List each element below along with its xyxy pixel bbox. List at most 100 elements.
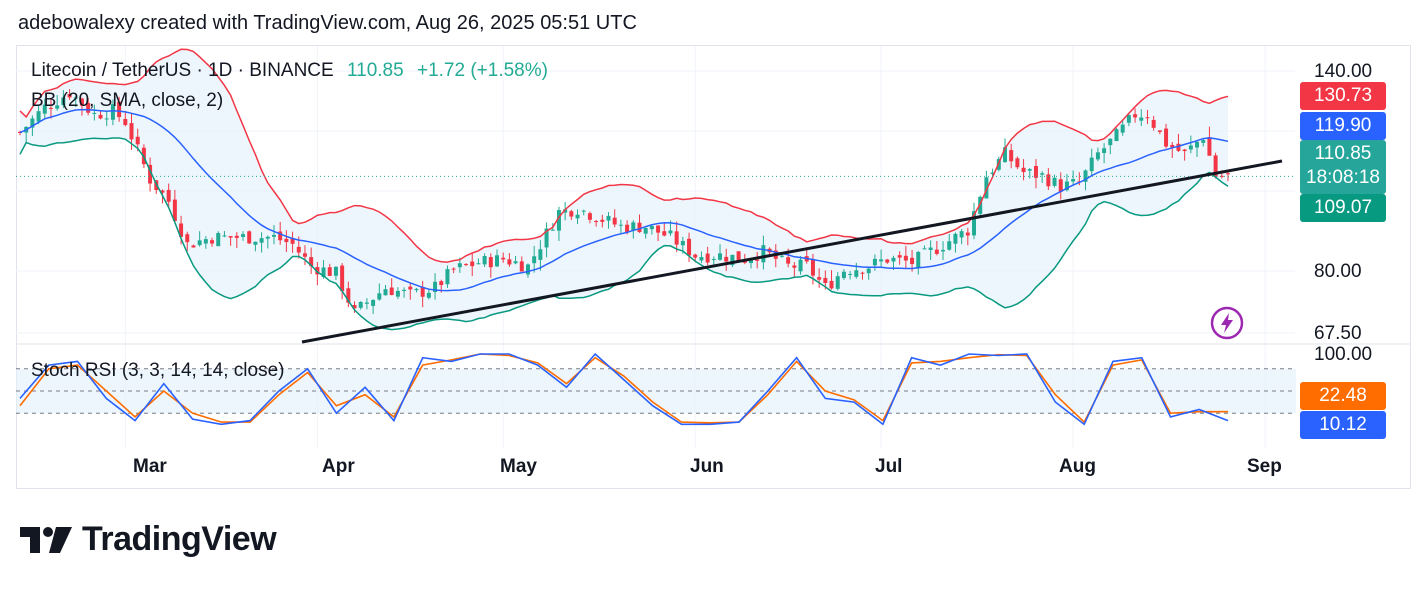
bb-indicator-label[interactable]: BB (20, SMA, close, 2) (31, 90, 224, 111)
candle-body (55, 105, 60, 109)
candle-body (1145, 117, 1150, 119)
candle-body (841, 271, 846, 279)
candle-body (1015, 158, 1020, 168)
candle-body (135, 136, 140, 145)
candle-body (470, 261, 475, 267)
candle-body (148, 164, 153, 184)
candle-body (358, 302, 363, 308)
candle-body (315, 267, 320, 275)
candle-body (290, 238, 295, 244)
candle-body (972, 211, 977, 236)
candle-body (488, 257, 493, 268)
candle-body (327, 267, 332, 276)
candle-body (786, 257, 791, 264)
candle-body (284, 238, 289, 243)
candle-body (296, 246, 301, 253)
symbol-title-row: Litecoin / TetherUS · 1D · BINANCE 110.8… (31, 60, 548, 82)
rsi-d-badge: 22.48 (1300, 382, 1386, 410)
bb-fill (20, 49, 1228, 330)
tradingview-logo-icon (20, 526, 72, 553)
candle-body (854, 270, 859, 277)
stoch-rsi-label[interactable]: Stoch RSI (3, 3, 14, 14, close) (31, 360, 285, 381)
candle-body (606, 215, 611, 221)
candle-body (594, 221, 599, 223)
candle-body (123, 118, 128, 126)
candle-body (1046, 174, 1051, 187)
candle-body (247, 231, 252, 244)
candle-body (86, 102, 91, 113)
candle-body (699, 257, 704, 261)
candle-body (965, 232, 970, 236)
candle-body (1108, 138, 1113, 146)
candle-body (600, 219, 605, 222)
time-tick: Aug (1059, 456, 1096, 477)
candle-body (922, 248, 927, 250)
candle-body (36, 111, 41, 122)
symbol-title[interactable]: Litecoin / TetherUS · 1D · BINANCE (31, 60, 334, 81)
bb-lower-badge: 109.07 (1300, 194, 1386, 222)
candle-body (495, 255, 500, 267)
last-price: 110.85 (346, 60, 404, 81)
candle-body (928, 247, 933, 251)
candle-body (371, 299, 376, 306)
candle-body (104, 118, 109, 120)
candle-body (680, 240, 685, 246)
candle-body (1102, 148, 1107, 153)
candle-body (439, 281, 444, 286)
candle-body (30, 118, 35, 128)
candle-body (649, 225, 654, 230)
candle-body (891, 257, 896, 262)
candle-body (848, 273, 853, 275)
candle-body (1219, 175, 1224, 177)
candle-body (210, 240, 215, 244)
candle-body (934, 249, 939, 254)
candle-body (414, 288, 419, 291)
candle-body (519, 261, 524, 272)
candle-body (643, 227, 648, 234)
candle-body (259, 238, 264, 243)
candle-body (507, 259, 512, 265)
candle-body (569, 211, 574, 217)
candle-body (792, 265, 797, 268)
candle-body (587, 213, 592, 220)
candle-body (711, 259, 716, 261)
price-tick: 67.50 (1314, 323, 1362, 344)
candle-body (383, 289, 388, 296)
candle-body (79, 98, 84, 106)
candle-body (1151, 119, 1156, 128)
candle-body (1126, 115, 1131, 123)
candle-body (377, 293, 382, 300)
candle-body (556, 210, 561, 231)
candle-body (222, 235, 227, 237)
candle-body (216, 233, 221, 247)
last-price-badge-value: 110.85 (1314, 143, 1372, 164)
lightning-icon[interactable] (1210, 306, 1244, 340)
candle-body (1188, 145, 1193, 150)
candle-body (364, 302, 369, 304)
chart-frame (16, 45, 1411, 489)
candle-body (513, 261, 518, 264)
candle-body (662, 231, 667, 236)
candle-body (420, 287, 425, 297)
price-change: +1.72 (+1.58%) (416, 60, 548, 81)
candle-body (823, 277, 828, 283)
candle-body (501, 257, 506, 260)
candle-body (389, 287, 394, 296)
trendline (301, 159, 1283, 344)
candle-body (736, 251, 741, 261)
candle-body (625, 224, 630, 233)
time-tick: Apr (322, 456, 355, 477)
candle-body (1052, 177, 1057, 186)
candle-body (1040, 173, 1045, 175)
tradingview-brand[interactable]: TradingView (20, 520, 277, 559)
candle-body (1089, 157, 1094, 172)
candle-body (674, 231, 679, 245)
chart-caption: adebowalexy created with TradingView.com… (18, 12, 637, 34)
candle-body (1170, 144, 1175, 148)
candle-body (810, 259, 815, 276)
candle-body (117, 101, 122, 118)
candle-body (1195, 141, 1200, 148)
candle-body (253, 241, 258, 245)
candle-body (1083, 170, 1088, 182)
